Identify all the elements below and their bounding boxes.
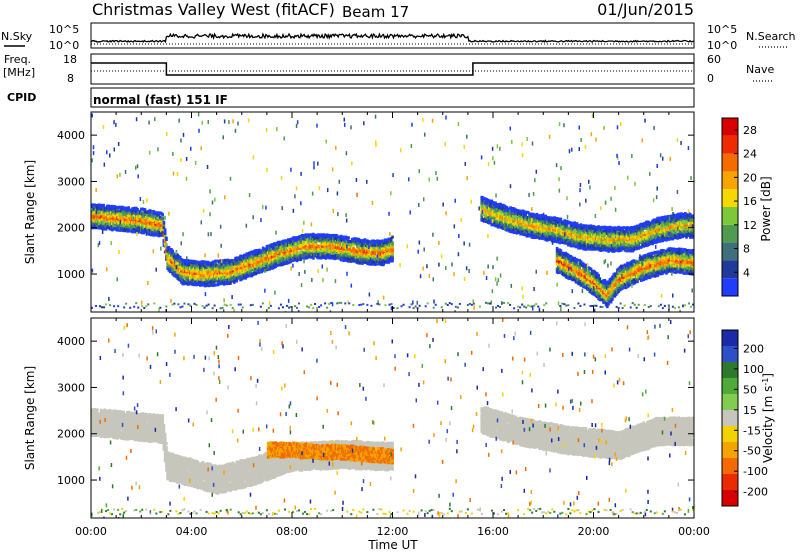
power-cell [198,261,201,264]
power-cell [214,260,217,263]
power-cell [139,215,142,218]
power-cell [164,228,167,231]
date-label: 01/Jun/2015 [597,0,694,19]
power-cell [391,241,394,244]
power-cell [663,238,666,241]
freq-unit: [MHz] [3,66,35,79]
nsky-tick-low: 10^0 [49,39,79,52]
power-cell [536,213,539,216]
nave-label: Nave [746,63,774,76]
power-cell [336,235,339,238]
power-cell [164,231,167,234]
power-cell [111,228,114,231]
power-cell [171,250,174,253]
freq-strip-frame [91,54,694,84]
power-cell [381,239,384,242]
power-cell [102,204,105,207]
power-cell [136,208,139,211]
beam-label: Beam 17 [342,3,409,21]
power-cell [576,222,579,225]
cpid-value: normal (fast) 151 IF [93,93,228,107]
nsky-line [91,34,694,42]
nsky-tick-high: 10^5 [49,23,79,36]
site-title: Christmas Valley West (fitACF) [92,0,335,19]
power-cell [224,259,227,262]
power-cell [312,233,315,236]
nsky-trace [91,34,694,44]
power-cell [391,236,394,239]
power-cell [165,237,168,240]
cpid-label: CPID [7,91,36,104]
power-cell [161,216,164,219]
power-cell [188,283,191,286]
power-cell [127,206,130,209]
nave-tick-high: 60 [707,53,721,66]
power-cell [114,224,117,227]
freq-tick-low: 8 [67,72,74,85]
nsearch-tick-high: 10^5 [707,23,737,36]
freq-trace [91,63,694,75]
power-cell [323,234,326,237]
freq-label: Freq. [4,53,31,66]
nave-tick-low: 0 [707,72,714,85]
nsearch-label: N.Search [746,30,796,43]
power-cell [560,218,563,221]
freq-tick-high: 18 [63,53,77,66]
power-cell [165,243,168,246]
freq-line [91,63,694,75]
power-cell [594,226,597,229]
power-cell [679,231,682,234]
power-cell [382,263,385,266]
power-cell [580,223,583,226]
nsearch-tick-low: 10^0 [707,39,737,52]
nsky-label: N.Sky [1,30,33,43]
power-cell [163,221,166,224]
power-cell [161,213,164,216]
power-cell [656,217,659,220]
power-cell [538,214,541,217]
power-cell [143,231,146,234]
power-cell [214,283,217,286]
power-cell [289,260,292,263]
power-cell [347,236,350,239]
